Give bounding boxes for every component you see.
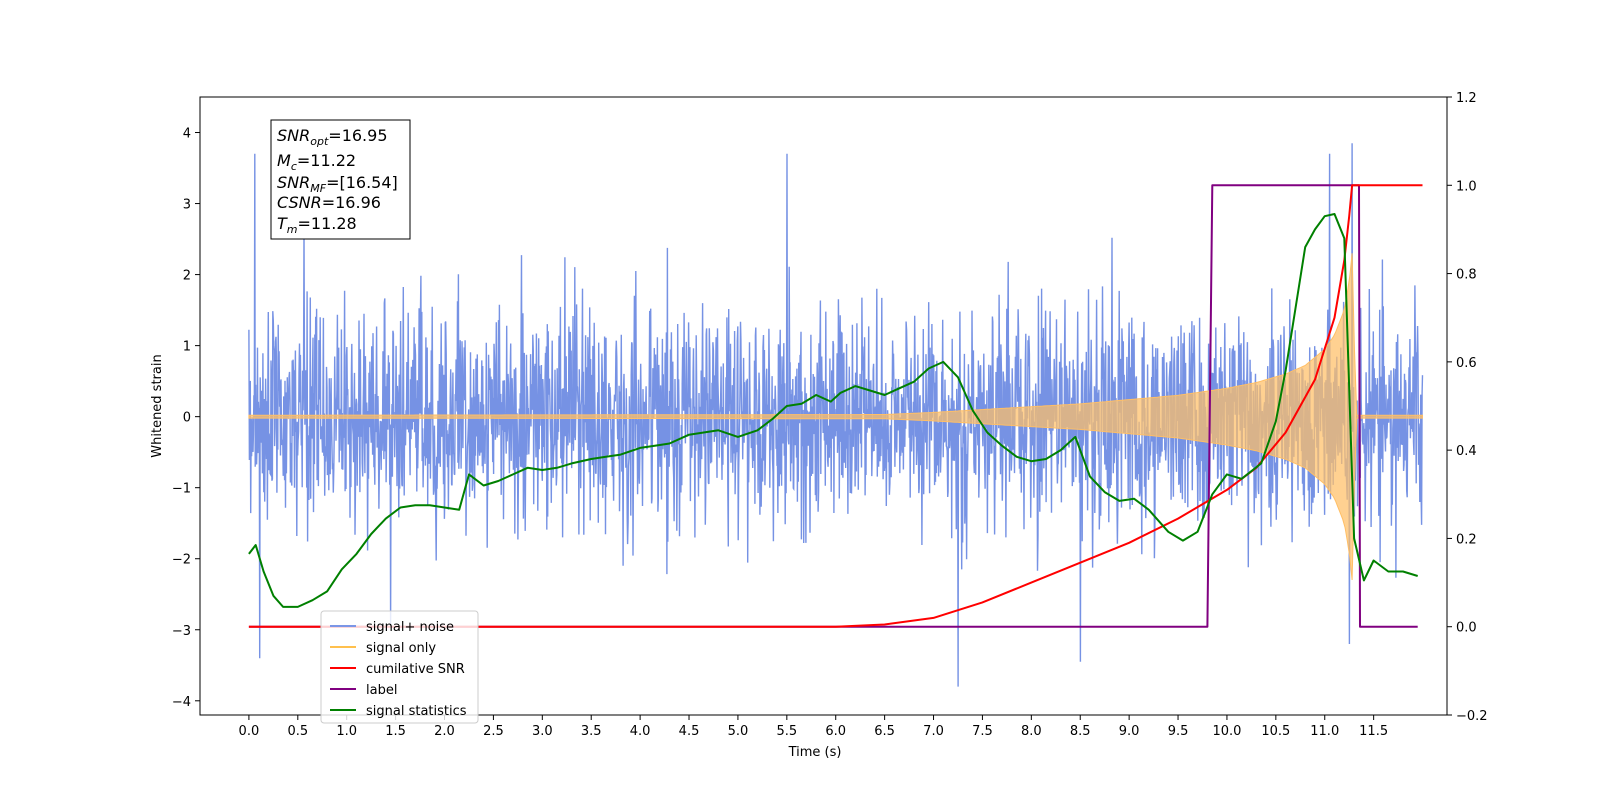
x-tick-label: 7.0 <box>923 724 944 739</box>
left-tick-label: −3 <box>172 624 191 639</box>
annotation-box: SNRopt=16.95 Mc=11.22 SNRMF=[16.54] CSNR… <box>270 119 411 240</box>
right-tick-label: 0.2 <box>1456 532 1477 547</box>
x-tick-label: 3.0 <box>532 724 553 739</box>
right-axis-ticks: −0.2 0.0 0.2 0.4 0.6 0.8 1.0 1.2 <box>1447 91 1488 724</box>
annotation-tm: Tm=11.28 <box>277 214 357 236</box>
series-label-line <box>248 184 1418 628</box>
left-tick-label: −2 <box>172 553 191 568</box>
x-tick-label: 10.5 <box>1261 724 1290 739</box>
x-tick-label: 5.5 <box>776 724 797 739</box>
x-tick-label: 8.0 <box>1021 724 1042 739</box>
y-axis-label: Whitened strain <box>150 354 165 457</box>
x-tick-label: 5.0 <box>728 724 749 739</box>
x-tick-label: 11.5 <box>1359 724 1388 739</box>
series-signal-statistics-line <box>248 213 1418 608</box>
x-tick-label: 8.5 <box>1070 724 1091 739</box>
left-tick-label: 0 <box>183 411 191 426</box>
x-tick-label: 6.0 <box>825 724 846 739</box>
x-tick-label: 7.5 <box>972 724 993 739</box>
left-tick-label: 1 <box>183 340 191 355</box>
annotation-mc: Mc=11.22 <box>277 151 356 173</box>
x-tick-label: 0.5 <box>287 724 308 739</box>
x-tick-label: 9.5 <box>1168 724 1189 739</box>
legend-label: signal statistics <box>366 704 467 719</box>
left-tick-label: −4 <box>172 695 191 710</box>
left-tick-label: −1 <box>172 482 191 497</box>
left-axis-ticks: −4 −3 −2 −1 0 1 2 3 4 <box>172 127 200 710</box>
x-tick-label: 3.5 <box>581 724 602 739</box>
x-axis-label: Time (s) <box>788 745 842 760</box>
annotation-frame <box>270 119 411 240</box>
x-tick-label: 11.0 <box>1310 724 1339 739</box>
annotation-snr-mf: SNRMF=[16.54] <box>277 173 398 195</box>
right-tick-label: 0.4 <box>1456 444 1477 459</box>
right-tick-label: 0.8 <box>1456 268 1477 283</box>
x-tick-label: 2.5 <box>483 724 504 739</box>
legend-label: signal+ noise <box>366 620 454 635</box>
right-tick-label: −0.2 <box>1456 709 1488 724</box>
left-tick-label: 4 <box>183 127 191 142</box>
legend-entries: signal+ noise signal only cumilative SNR la… <box>330 620 467 719</box>
x-axis-ticks: 0.0 0.5 1.0 1.5 2.0 2.5 3.0 3.5 4.0 4.5 5.0 5.5 6.0 6… <box>239 715 1388 739</box>
right-tick-label: 0.0 <box>1456 621 1477 636</box>
x-tick-label: 6.5 <box>874 724 895 739</box>
legend-label: cumilative SNR <box>366 662 465 677</box>
x-tick-label: 9.0 <box>1119 724 1140 739</box>
legend-label: signal only <box>366 641 436 656</box>
x-tick-label: 1.5 <box>385 724 406 739</box>
x-tick-label: 2.0 <box>434 724 455 739</box>
left-tick-label: 3 <box>183 198 191 213</box>
annotation-csnr: CSNR=16.96 <box>277 193 381 212</box>
x-tick-label: 10.0 <box>1212 724 1241 739</box>
right-tick-label: 0.6 <box>1456 356 1477 371</box>
series-layer <box>248 143 1424 687</box>
plot-frame <box>199 96 1448 716</box>
legend: signal+ noise signal only cumilative SNR la… <box>320 610 479 724</box>
x-tick-label: 0.0 <box>239 724 260 739</box>
right-tick-label: 1.2 <box>1456 91 1477 106</box>
x-tick-label: 4.5 <box>679 724 700 739</box>
x-tick-label: 1.0 <box>336 724 357 739</box>
x-tick-label: 4.0 <box>630 724 651 739</box>
annotation-snr-opt: SNRopt=16.95 <box>277 126 388 148</box>
legend-label: label <box>366 683 397 698</box>
series-signal-only-band <box>248 253 1423 581</box>
legend-frame <box>320 610 479 724</box>
right-tick-label: 1.0 <box>1456 179 1477 194</box>
series-signal-noise-line <box>248 143 1424 687</box>
left-tick-label: 2 <box>183 269 191 284</box>
